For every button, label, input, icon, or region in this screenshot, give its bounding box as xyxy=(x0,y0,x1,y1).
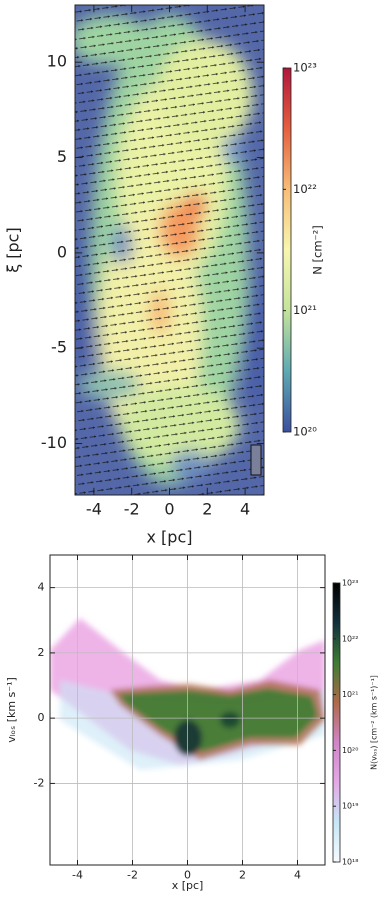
colorbar-tick-label: 10²² xyxy=(342,634,358,643)
y-tick-label: 0 xyxy=(38,711,45,724)
x-tick-label: -4 xyxy=(86,500,102,519)
x-axis-label: x [pc] xyxy=(172,879,204,892)
plot-frame xyxy=(49,554,326,866)
x-tick-label: 0 xyxy=(184,868,191,881)
x-tick-label: 2 xyxy=(202,500,212,519)
y-axis-label: ξ [pc] xyxy=(4,227,23,272)
x-tick-label: -4 xyxy=(72,868,83,881)
y-tick-label: 5 xyxy=(57,147,67,166)
x-tick-label: -2 xyxy=(127,868,138,881)
colorbar-tick-label: 10²¹ xyxy=(342,690,358,699)
colorbar xyxy=(282,67,292,433)
x-tick-label: 4 xyxy=(294,868,301,881)
colorbar-tick-label: 10²² xyxy=(293,182,317,196)
colorbar-label: N(vₗₒₛ) [cm⁻² (km s⁻¹)⁻¹] xyxy=(370,675,379,770)
colorbar-tick-label: 10²³ xyxy=(293,61,317,75)
colorbar-tick-label: 10²³ xyxy=(342,579,358,588)
x-tick-label: -2 xyxy=(124,500,140,519)
colorbar-tick-label: 10¹⁸ xyxy=(342,858,358,867)
y-tick-label: 10 xyxy=(47,52,67,71)
x-tick-label: 2 xyxy=(239,868,246,881)
y-tick-label: -2 xyxy=(34,776,45,789)
y-tick-label: -5 xyxy=(51,338,67,357)
y-tick-label: -10 xyxy=(41,433,67,452)
y-axis-label: vₗₒₛ [km s⁻¹] xyxy=(5,677,18,743)
colorbar-tick-label: 10²⁰ xyxy=(342,746,358,755)
colorbar-tick-label: 10¹⁹ xyxy=(342,802,358,811)
x-tick-label: 4 xyxy=(240,500,250,519)
y-tick-label: 2 xyxy=(38,646,45,659)
x-axis-label: x [pc] xyxy=(147,528,193,547)
colorbar-label: N [cm⁻²] xyxy=(311,225,325,275)
x-tick-label: 0 xyxy=(164,500,174,519)
colorbar-tick-label: 10²¹ xyxy=(293,303,317,317)
y-tick-label: 0 xyxy=(57,242,67,261)
y-tick-label: 4 xyxy=(38,581,45,594)
axes: -4 -2 0 2 4 -10 -5 0 5 10 x [pc] ξ [pc] 10²⁰ 10²¹ 10²²… xyxy=(4,4,379,892)
colorbar xyxy=(332,582,341,863)
plot-frame xyxy=(74,4,265,496)
colorbar-tick-label: 10²⁰ xyxy=(293,425,317,439)
column-density-map xyxy=(75,5,264,495)
